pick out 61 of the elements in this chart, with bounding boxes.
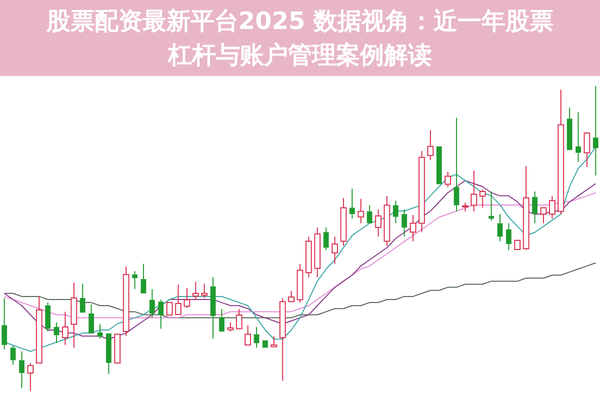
candlestick (349, 188, 355, 220)
candlestick (488, 191, 494, 222)
candlestick (70, 282, 78, 348)
candlestick (296, 263, 304, 304)
candlestick (479, 189, 486, 208)
candlestick (19, 350, 24, 389)
candlestick (175, 284, 182, 315)
candlestick (506, 222, 512, 251)
candlestick (140, 263, 146, 294)
candlestick (88, 304, 94, 334)
candlestick (201, 283, 208, 298)
candlestick (323, 227, 329, 251)
candlestick (540, 207, 547, 224)
candlestick (340, 197, 347, 246)
candlestick (158, 299, 164, 330)
candlestick (392, 200, 398, 224)
candlestick (402, 209, 408, 238)
candlestick (219, 308, 224, 332)
candlestick (122, 266, 130, 337)
candlestick (454, 117, 460, 212)
candlestick (375, 209, 382, 238)
candlestick (358, 198, 364, 224)
candlestick (418, 150, 425, 233)
candlestick (45, 302, 51, 332)
candlestick (532, 191, 538, 224)
candlestick (244, 324, 252, 346)
candlestick (427, 130, 434, 161)
candlestick (62, 311, 68, 346)
candlestick (470, 170, 478, 212)
candlestick (2, 297, 8, 350)
candlestick (306, 236, 312, 278)
candlestick (132, 270, 138, 290)
candlestick (184, 288, 190, 309)
candlestick (384, 196, 390, 246)
candlestick (592, 86, 598, 176)
candlestick (314, 227, 321, 278)
candlestick (566, 107, 572, 150)
candlestick (192, 281, 199, 300)
candlestick (54, 322, 60, 344)
candlestick (36, 296, 42, 364)
candlestick (236, 308, 242, 330)
candlestick (497, 214, 503, 242)
candlestick (270, 336, 278, 348)
candlestick (558, 89, 564, 215)
candlestick (410, 214, 416, 242)
candlestick (279, 297, 286, 382)
candlestick (444, 171, 452, 188)
candlestick (149, 288, 155, 318)
candlestick (332, 236, 338, 264)
candlestick (548, 196, 556, 220)
candlestick (288, 290, 294, 302)
candlestick (584, 132, 590, 168)
candlestick (576, 112, 581, 162)
candlestick (522, 166, 530, 251)
candlestick (10, 345, 16, 366)
chart-title: 股票配资最新平台2025 数据视角：近一年股票杠杆与账户管理案例解读 (0, 0, 600, 76)
candlestick (210, 276, 216, 340)
candlestick (227, 322, 234, 332)
candlestick (366, 204, 372, 224)
candlestick (80, 283, 86, 313)
candlestick (27, 362, 34, 392)
